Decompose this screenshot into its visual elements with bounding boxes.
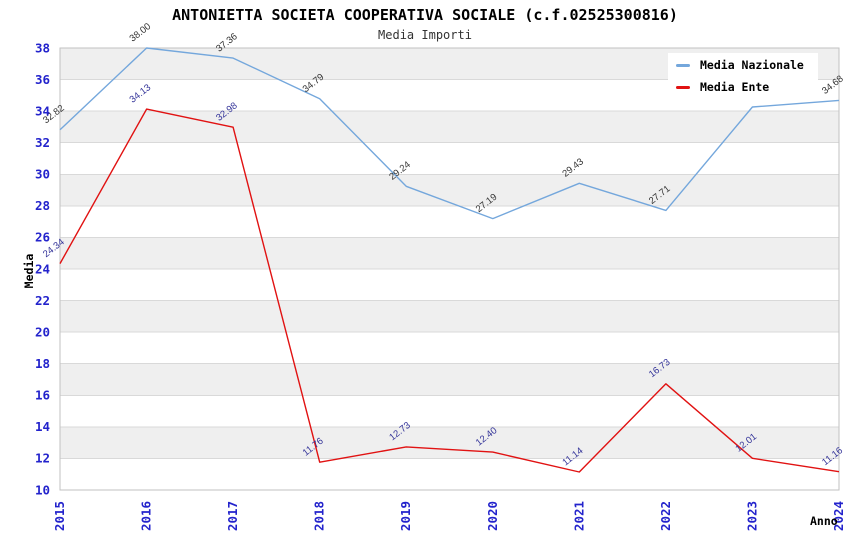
plot-band bbox=[60, 426, 839, 459]
y-tick-label: 14 bbox=[35, 419, 50, 434]
x-tick-label: 2015 bbox=[52, 501, 67, 531]
x-tick-label: 2023 bbox=[744, 501, 759, 531]
legend: Media Nazionale Media Ente bbox=[668, 53, 818, 101]
legend-label: Media Ente bbox=[700, 80, 770, 94]
legend-label: Media Nazionale bbox=[700, 58, 804, 72]
x-tick-label: 2017 bbox=[225, 501, 240, 531]
x-tick-label: 2022 bbox=[658, 501, 673, 531]
plot-band bbox=[60, 237, 839, 269]
x-tick-label: 2018 bbox=[312, 501, 327, 531]
y-tick-label: 34 bbox=[35, 103, 50, 118]
x-tick-label: 2019 bbox=[398, 501, 413, 531]
y-tick-label: 28 bbox=[35, 198, 50, 213]
y-tick-label: 26 bbox=[35, 230, 50, 245]
line-media-nazionale bbox=[59, 47, 840, 220]
y-tick-label: 24 bbox=[35, 261, 50, 276]
y-tick-label: 38 bbox=[35, 40, 50, 55]
legend-item-media-nazionale: Media Nazionale bbox=[676, 58, 818, 72]
x-tick-label: 2016 bbox=[139, 501, 154, 531]
plot-border bbox=[59, 47, 840, 491]
plot-band bbox=[60, 363, 839, 396]
chart-title: ANTONIETTA SOCIETA COOPERATIVA SOCIALE (… bbox=[172, 6, 678, 24]
plot-band bbox=[60, 174, 839, 206]
y-tick-label: 30 bbox=[35, 167, 50, 182]
plot-band bbox=[60, 111, 839, 143]
y-tick-label: 10 bbox=[35, 482, 50, 497]
y-tick-label: 32 bbox=[35, 135, 50, 150]
y-tick-label: 16 bbox=[35, 388, 50, 403]
x-tick-label: 2024 bbox=[831, 501, 846, 531]
y-tick-label: 36 bbox=[35, 72, 50, 87]
x-tick-label: 2021 bbox=[571, 501, 586, 531]
y-tick-label: 20 bbox=[35, 324, 50, 339]
legend-marker-media-nazionale bbox=[676, 63, 690, 67]
value-label: 38.00 bbox=[128, 21, 154, 44]
legend-marker-media-ente bbox=[676, 85, 690, 89]
plot-band bbox=[60, 300, 839, 333]
x-tick-label: 2020 bbox=[485, 501, 500, 531]
chart-subtitle: Media Importi bbox=[378, 28, 472, 42]
y-tick-label: 18 bbox=[35, 356, 50, 371]
legend-item-media-ente: Media Ente bbox=[676, 80, 818, 94]
line-media-ente bbox=[59, 108, 840, 473]
y-tick-label: 22 bbox=[35, 293, 50, 308]
y-tick-label: 12 bbox=[35, 451, 50, 466]
x-axis-label: Anno bbox=[810, 514, 838, 528]
value-label: 34.13 bbox=[128, 82, 154, 105]
